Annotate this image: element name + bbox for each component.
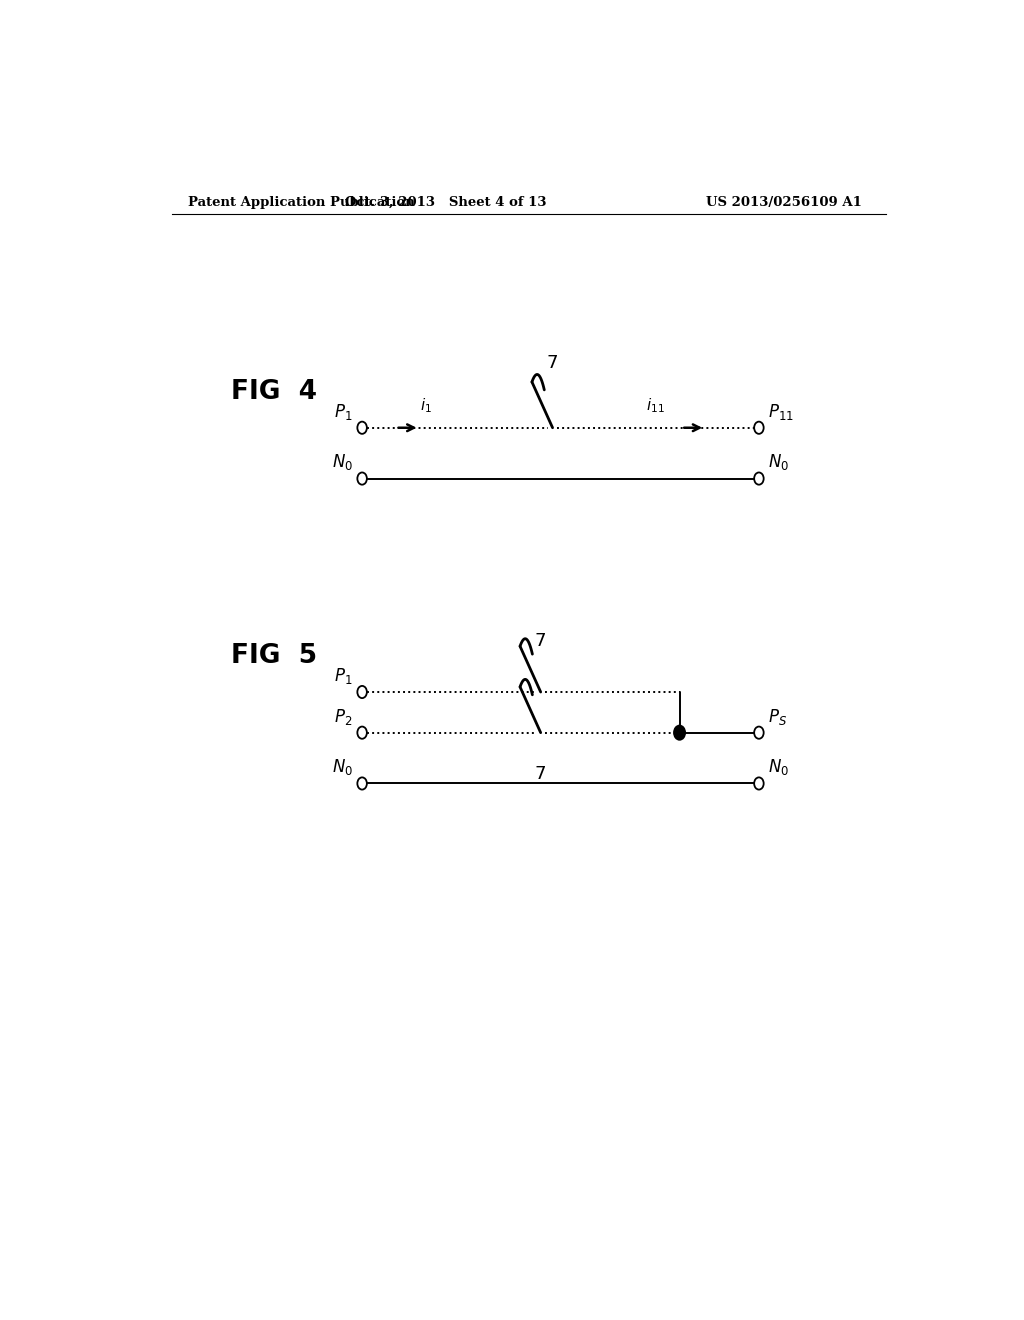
Text: $P_{11}$: $P_{11}$ <box>768 401 795 421</box>
Text: $i_{11}$: $i_{11}$ <box>646 396 666 414</box>
Text: $N_0$: $N_0$ <box>768 453 790 473</box>
Text: Oct. 3, 2013   Sheet 4 of 13: Oct. 3, 2013 Sheet 4 of 13 <box>345 195 546 209</box>
Text: FIG  5: FIG 5 <box>231 643 317 669</box>
Text: 7: 7 <box>535 766 547 783</box>
Text: $N_0$: $N_0$ <box>332 758 352 777</box>
Text: $i_1$: $i_1$ <box>420 396 431 414</box>
Text: FIG  4: FIG 4 <box>231 379 317 405</box>
Text: 7: 7 <box>535 632 547 651</box>
Text: $P_S$: $P_S$ <box>768 706 787 726</box>
Text: $N_0$: $N_0$ <box>768 758 790 777</box>
Text: $P_1$: $P_1$ <box>334 665 352 686</box>
Text: 7: 7 <box>547 354 558 372</box>
Circle shape <box>674 726 685 739</box>
Text: $P_2$: $P_2$ <box>334 706 352 726</box>
Text: $P_1$: $P_1$ <box>334 401 352 421</box>
Text: US 2013/0256109 A1: US 2013/0256109 A1 <box>707 195 862 209</box>
Text: $N_0$: $N_0$ <box>332 453 352 473</box>
Text: Patent Application Publication: Patent Application Publication <box>187 195 415 209</box>
